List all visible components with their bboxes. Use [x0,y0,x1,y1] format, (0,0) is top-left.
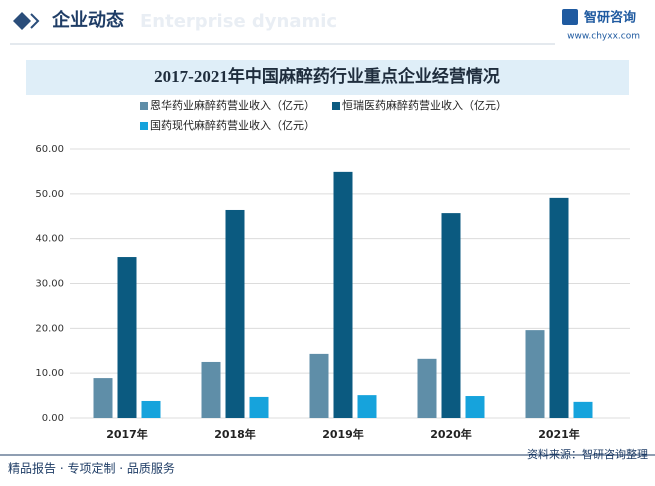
y-tick-label: 50.00 [35,189,64,200]
header-icon [30,13,40,29]
legend-label: 恒瑞医药麻醉药营业收入（亿元） [342,98,507,112]
y-tick-label: 40.00 [35,234,64,245]
x-tick-label: 2018年 [214,427,256,441]
x-tick-label: 2020年 [430,427,472,441]
bar [525,330,545,418]
footer-source: 资料来源：智研咨询整理 [527,447,648,461]
bar [417,358,437,418]
y-tick-label: 20.00 [35,323,64,334]
bar [441,213,461,418]
chart-title: 2017-2021年中国麻醉药行业重点企业经营情况 [154,66,500,86]
brand-url: www.chyxx.com [567,32,640,42]
bar [357,395,377,418]
bar [465,396,485,418]
bar [249,396,269,418]
y-tick-label: 10.00 [35,368,64,379]
bar [333,171,353,418]
x-tick-label: 2021年 [538,427,580,441]
footer-slogan: 精品报告 · 专项定制 · 品质服务 [8,461,175,476]
brand-logo [562,9,578,25]
brand-name: 智研咨询 [584,10,636,26]
legend-label: 恩华药业麻醉药营业收入（亿元） [150,98,315,112]
bar [201,361,221,418]
legend-label: 国药现代麻醉药营业收入（亿元） [150,118,315,132]
y-tick-label: 30.00 [35,279,64,290]
bar [117,257,137,418]
y-tick-label: 0.00 [42,413,64,424]
bar [93,378,113,418]
header-watermark: Enterprise dynamic [140,11,337,32]
bar [573,401,593,418]
legend-swatch [140,102,148,110]
bar [141,400,161,418]
bar [309,353,329,418]
legend-swatch [332,102,340,110]
y-tick-label: 60.00 [35,144,64,155]
x-tick-label: 2019年 [322,427,364,441]
bar [225,209,245,418]
header-icon [13,12,31,30]
bar [549,197,569,418]
title-box [26,60,629,95]
x-tick-label: 2017年 [106,427,148,441]
legend-swatch [140,122,148,130]
header-title: 企业动态 [51,9,124,31]
